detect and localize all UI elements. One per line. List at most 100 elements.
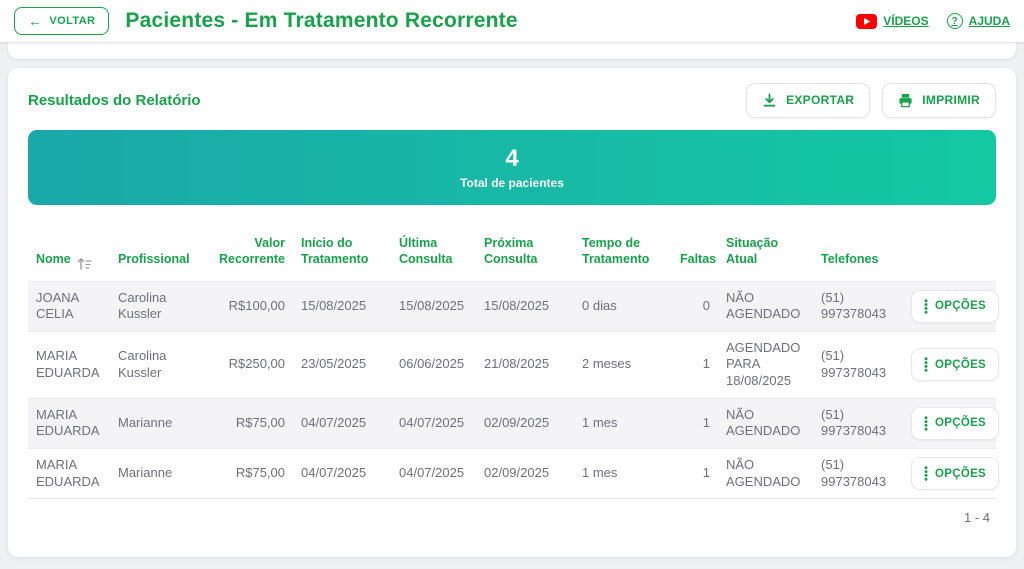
cell-tempo: 1 mes bbox=[574, 447, 672, 500]
col-header-inicio[interactable]: Início do Tratamento bbox=[301, 236, 369, 267]
col-header-proxima[interactable]: Próxima Consulta bbox=[484, 236, 538, 267]
cell-valor: R$100,00 bbox=[205, 280, 293, 332]
table-row: JOANA CELIA Carolina Kussler R$100,00 15… bbox=[28, 280, 1000, 332]
col-header-situacao[interactable]: Situação Atual bbox=[726, 236, 779, 267]
sort-ascending-icon bbox=[77, 257, 92, 270]
videos-link[interactable]: VÍDEOS bbox=[856, 13, 929, 29]
table-row: MARIA EDUARDA Carolina Kussler R$250,00 … bbox=[28, 330, 1000, 399]
cell-proxima: 15/08/2025 bbox=[476, 280, 574, 332]
cell-inicio: 04/07/2025 bbox=[293, 397, 391, 449]
total-patients-count: 4 bbox=[505, 145, 519, 173]
videos-link-label: VÍDEOS bbox=[883, 14, 929, 28]
cell-profissional: Marianne bbox=[110, 447, 205, 500]
cell-profissional: Marianne bbox=[110, 397, 205, 449]
options-button-label: OPÇÕES bbox=[935, 358, 987, 371]
cell-ultima: 15/08/2025 bbox=[391, 280, 476, 332]
cell-situacao: NÃO AGENDADO bbox=[718, 280, 813, 332]
col-header-tempo[interactable]: Tempo de Tratamento bbox=[582, 236, 650, 267]
cell-nome: MARIA EDUARDA bbox=[28, 330, 110, 399]
col-header-telefones[interactable]: Telefones bbox=[821, 252, 879, 267]
cell-ultima: 04/07/2025 bbox=[391, 447, 476, 500]
help-link-label: AJUDA bbox=[968, 14, 1010, 28]
cell-profissional: Carolina Kussler bbox=[110, 280, 205, 332]
download-icon bbox=[763, 92, 776, 107]
options-button[interactable]: OPÇÕES bbox=[911, 406, 1000, 440]
col-header-profissional[interactable]: Profissional bbox=[118, 252, 190, 267]
kebab-menu-icon bbox=[924, 416, 928, 431]
print-button[interactable]: IMPRIMIR bbox=[882, 82, 996, 118]
cell-proxima: 02/09/2025 bbox=[476, 447, 574, 500]
cell-valor: R$75,00 bbox=[205, 447, 293, 500]
options-button[interactable]: OPÇÕES bbox=[911, 457, 1000, 490]
table-row: MARIA EDUARDA Marianne R$75,00 04/07/202… bbox=[28, 397, 1000, 449]
back-button[interactable]: ← VOLTAR bbox=[14, 7, 110, 35]
report-actions: EXPORTAR IMPRIMIR bbox=[746, 82, 996, 118]
cell-faltas: 1 bbox=[672, 447, 718, 500]
cell-tempo: 2 meses bbox=[574, 330, 672, 399]
cell-options: OPÇÕES bbox=[903, 447, 1000, 500]
report-card: Resultados do Relatório EXPORTAR IMPRIMI… bbox=[8, 68, 1016, 557]
cell-options: OPÇÕES bbox=[903, 280, 1000, 332]
topbar-links: VÍDEOS ? AJUDA bbox=[856, 13, 1010, 29]
options-button[interactable]: OPÇÕES bbox=[911, 348, 1000, 382]
cell-inicio: 23/05/2025 bbox=[293, 330, 391, 399]
col-header-options bbox=[903, 231, 996, 281]
cell-faltas: 1 bbox=[672, 330, 718, 399]
cell-situacao: NÃO AGENDADO bbox=[718, 447, 813, 500]
total-patients-banner: 4 Total de pacientes bbox=[28, 130, 996, 205]
cell-valor: R$75,00 bbox=[205, 397, 293, 449]
cell-options: OPÇÕES bbox=[903, 397, 1000, 449]
scrolled-card-remnant bbox=[8, 42, 1016, 59]
cell-proxima: 21/08/2025 bbox=[476, 330, 574, 399]
report-header: Resultados do Relatório EXPORTAR IMPRIMI… bbox=[28, 82, 996, 118]
cell-tempo: 1 mes bbox=[574, 397, 672, 449]
col-header-faltas[interactable]: Faltas bbox=[680, 252, 717, 267]
table-header-row: Nome Profissional Valor Recorrente Iníci… bbox=[28, 231, 996, 281]
total-patients-caption: Total de pacientes bbox=[460, 175, 564, 190]
pagination-range: 1 - 4 bbox=[963, 510, 990, 526]
cell-profissional: Carolina Kussler bbox=[110, 330, 205, 399]
help-icon: ? bbox=[946, 13, 963, 29]
report-title: Resultados do Relatório bbox=[28, 91, 201, 109]
cell-telefone: (51) 997378043 bbox=[813, 330, 903, 399]
cell-nome: JOANA CELIA bbox=[28, 280, 110, 332]
cell-nome: MARIA EDUARDA bbox=[28, 397, 110, 449]
table-row: MARIA EDUARDA Marianne R$75,00 04/07/202… bbox=[28, 447, 1000, 500]
cell-situacao: NÃO AGENDADO bbox=[718, 397, 813, 449]
options-button-label: OPÇÕES bbox=[935, 417, 987, 430]
cell-telefone: (51) 997378043 bbox=[813, 280, 903, 332]
help-link[interactable]: ? AJUDA bbox=[946, 13, 1010, 29]
cell-faltas: 0 bbox=[672, 280, 718, 332]
cell-inicio: 04/07/2025 bbox=[293, 447, 391, 500]
cell-tempo: 0 dias bbox=[574, 280, 672, 332]
cell-nome: MARIA EDUARDA bbox=[28, 447, 110, 500]
cell-valor: R$250,00 bbox=[205, 330, 293, 399]
cell-telefone: (51) 997378043 bbox=[813, 447, 903, 500]
print-button-label: IMPRIMIR bbox=[922, 93, 980, 107]
cell-situacao: AGENDADO PARA 18/08/2025 bbox=[718, 330, 813, 399]
col-header-nome[interactable]: Nome bbox=[28, 231, 110, 281]
cell-faltas: 1 bbox=[672, 397, 718, 449]
kebab-menu-icon bbox=[924, 357, 928, 372]
col-header-valor[interactable]: Valor Recorrente bbox=[219, 236, 285, 267]
col-header-ultima[interactable]: Última Consulta bbox=[399, 236, 453, 267]
youtube-icon bbox=[856, 13, 878, 29]
cell-ultima: 04/07/2025 bbox=[391, 397, 476, 449]
page-title: Pacientes - Em Tratamento Recorrente bbox=[125, 9, 518, 32]
back-button-label: VOLTAR bbox=[49, 15, 96, 27]
patients-table: Nome Profissional Valor Recorrente Iníci… bbox=[28, 231, 1000, 500]
printer-icon bbox=[899, 93, 912, 107]
top-bar: ← VOLTAR Pacientes - Em Tratamento Recor… bbox=[0, 0, 1024, 42]
cell-options: OPÇÕES bbox=[903, 330, 1000, 399]
back-arrow-icon: ← bbox=[28, 13, 43, 29]
kebab-menu-icon bbox=[924, 466, 928, 481]
options-button-label: OPÇÕES bbox=[935, 467, 987, 480]
kebab-menu-icon bbox=[924, 298, 928, 314]
cell-telefone: (51) 997378043 bbox=[813, 397, 903, 449]
cell-proxima: 02/09/2025 bbox=[476, 397, 574, 449]
cell-ultima: 06/06/2025 bbox=[391, 330, 476, 399]
export-button[interactable]: EXPORTAR bbox=[746, 82, 871, 118]
options-button-label: OPÇÕES bbox=[935, 300, 987, 313]
options-button[interactable]: OPÇÕES bbox=[911, 289, 1000, 323]
col-header-nome-label: Nome bbox=[36, 252, 71, 267]
